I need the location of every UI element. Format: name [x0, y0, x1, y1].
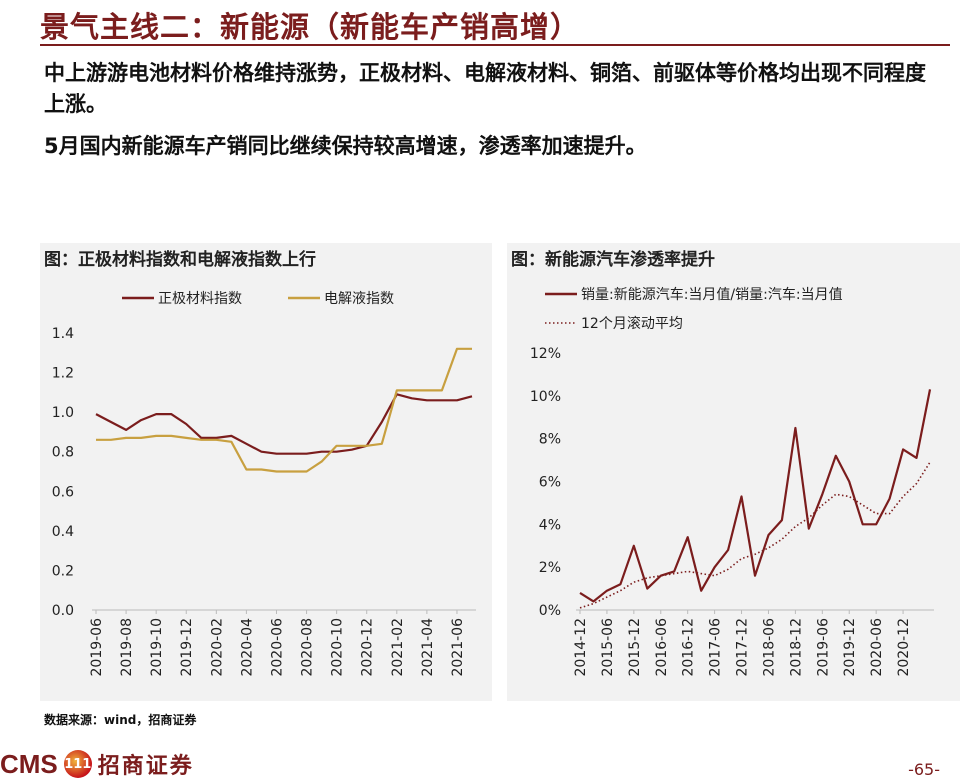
x-tick-label: 2019-10: [149, 618, 165, 677]
legend-label-1: 电解液指数: [324, 291, 394, 307]
x-tick-label: 2015-12: [627, 618, 643, 677]
y-tick-label: 0.4: [52, 524, 74, 540]
series-line-1: [579, 461, 931, 609]
title-divider: [40, 44, 950, 46]
company-logo: CMS 111 招商证券: [0, 748, 194, 780]
y-tick-label: 0.8: [52, 445, 74, 461]
data-source: 数据来源：wind，招商证券: [44, 713, 197, 727]
x-tick-label: 2016-06: [654, 618, 670, 677]
y-tick-label: 6%: [539, 475, 561, 491]
x-tick-label: 2017-12: [735, 618, 751, 677]
x-tick-label: 2021-06: [450, 618, 466, 677]
x-tick-label: 2019-12: [179, 618, 195, 677]
x-tick-label: 2021-02: [390, 618, 406, 677]
x-tick-label: 2019-06: [815, 618, 831, 677]
slide-title: 景气主线二：新能源（新能车产销高增）: [40, 10, 581, 44]
x-tick-label: 2017-06: [708, 618, 724, 677]
x-tick-label: 2015-06: [600, 618, 616, 677]
y-tick-label: 0.6: [52, 484, 74, 500]
y-tick-label: 1.2: [52, 366, 74, 382]
x-tick-label: 2019-08: [119, 618, 135, 677]
x-tick-label: 2020-10: [330, 618, 346, 677]
logo-company-name: 招商证券: [97, 754, 194, 779]
page-number: -65-: [908, 760, 940, 779]
series-line-0: [95, 393, 473, 455]
x-tick-label: 2018-12: [788, 618, 804, 677]
chart-materials-index: 0.0 0.2 0.4 0.6 0.8 1.0 1.2 1.4 2019-06 2019-08 20…: [52, 291, 476, 677]
bullet-battery-materials: 中上游游电池材料价格维持涨势，正极材料、电解液材料、铜箔、前驱体等价格均出现不同…: [44, 61, 926, 116]
series-line-0: [579, 389, 932, 603]
y-tick-label: 12%: [530, 346, 561, 362]
y-tick-label: 0.2: [52, 563, 74, 579]
x-tick-label: 2016-12: [681, 618, 697, 677]
y-tick-label: 2%: [539, 560, 561, 576]
x-tick-label: 2018-06: [761, 618, 777, 677]
x-tick-label: 2020-12: [896, 618, 912, 677]
x-tick-label: 2021-04: [420, 618, 436, 677]
chart-panel-materials: 图：正极材料指数和电解液指数上行 0.0 0.2 0.4 0.6 0.8 1.0 1.2 1.…: [40, 243, 492, 701]
x-tick-label: 2019-06: [89, 618, 105, 677]
x-tick-label: 2014-12: [573, 618, 589, 677]
x-tick-label: 2020-12: [360, 618, 376, 677]
chart-title-materials: 图：正极材料指数和电解液指数上行: [44, 250, 316, 270]
legend-label-1: 12个月滚动平均: [581, 315, 683, 332]
x-tick-label: 2019-12: [842, 618, 858, 677]
logo-emblem-icon: 111: [63, 750, 92, 778]
y-tick-label: 1.0: [52, 405, 74, 421]
series-line-1: [96, 347, 472, 473]
chart-nev-penetration: 0% 2% 4% 6% 8% 10% 12% 2014-12 2015-06 2015-12 201…: [530, 286, 934, 677]
x-tick-label: 2020-06: [869, 618, 885, 677]
chart-title-penetration: 图：新能源汽车渗透率提升: [511, 250, 715, 270]
legend-label-0: 销量:新能源汽车:当月值/销量:汽车:当月值: [581, 286, 843, 303]
y-tick-label: 4%: [539, 517, 561, 533]
y-tick-label: 10%: [530, 389, 561, 405]
legend-label-0: 正极材料指数: [158, 291, 242, 307]
x-tick-label: 2020-06: [269, 618, 285, 677]
logo-cms-text: CMS: [0, 748, 58, 779]
chart-panel-penetration: 图：新能源汽车渗透率提升 0% 2% 4% 6% 8% 10% 12% 2014-12 2015…: [507, 243, 960, 701]
x-tick-label: 2020-02: [209, 618, 225, 677]
x-tick-label: 2020-08: [300, 618, 316, 677]
y-tick-label: 0.0: [52, 603, 74, 619]
y-tick-label: 1.4: [52, 326, 74, 342]
y-tick-label: 8%: [539, 432, 561, 448]
x-tick-label: 2020-04: [239, 618, 255, 677]
y-tick-label: 0%: [539, 603, 561, 619]
bullet-nev-penetration: 5月国内新能源车产销同比继续保持较高增速，渗透率加速提升。: [44, 134, 647, 158]
